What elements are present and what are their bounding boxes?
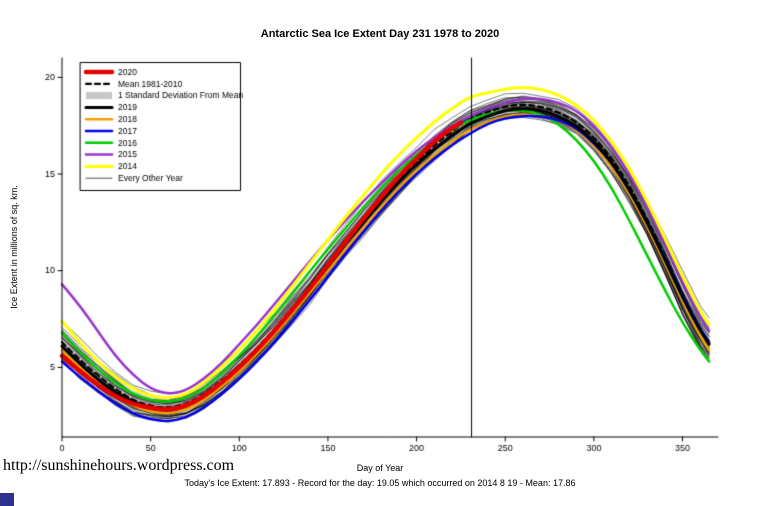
corner-logo [0,493,14,506]
watermark-link[interactable]: http://sunshinehours.wordpress.com [3,457,235,474]
caption-text: Today's Ice Extent: 17.893 - Record for … [184,478,576,488]
chart-title: Antarctic Sea Ice Extent Day 231 1978 to… [260,28,500,40]
y-axis-label: Ice Extent in millions of sq. km. [9,185,19,309]
x-axis-label: Day of Year [356,463,404,473]
